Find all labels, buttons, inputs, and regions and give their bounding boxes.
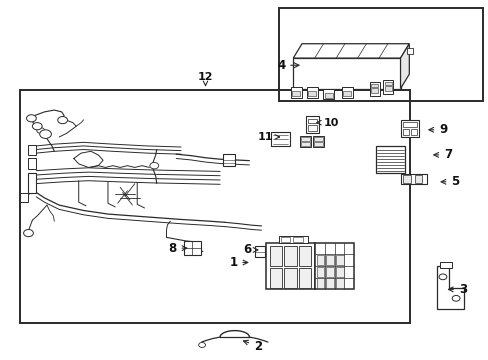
Circle shape — [40, 130, 51, 138]
Bar — [222, 154, 234, 166]
Bar — [410, 129, 416, 135]
Polygon shape — [436, 266, 463, 309]
Bar — [314, 142, 323, 145]
Bar — [284, 268, 296, 288]
Bar — [269, 246, 282, 266]
Bar — [323, 89, 333, 99]
Bar — [27, 158, 36, 169]
Bar — [400, 120, 418, 137]
Bar — [326, 278, 333, 288]
Bar — [384, 86, 391, 91]
Bar — [308, 125, 317, 131]
Bar — [370, 88, 377, 93]
Bar — [306, 116, 319, 134]
Bar — [27, 173, 36, 193]
Bar — [375, 146, 405, 173]
Bar — [27, 145, 36, 155]
Text: 4: 4 — [276, 59, 298, 72]
Text: 1: 1 — [229, 256, 247, 269]
Bar — [299, 246, 311, 266]
Bar — [271, 132, 289, 146]
Bar — [306, 87, 317, 98]
Bar — [293, 58, 400, 89]
Bar — [406, 48, 412, 54]
Bar — [255, 246, 264, 257]
Bar — [20, 193, 27, 202]
Bar — [400, 174, 427, 184]
Bar — [266, 243, 315, 289]
Bar — [341, 87, 352, 98]
Text: 3: 3 — [447, 283, 466, 296]
Bar — [403, 122, 416, 127]
Polygon shape — [293, 44, 408, 58]
Circle shape — [198, 342, 205, 347]
Circle shape — [37, 128, 44, 134]
Bar — [278, 236, 307, 243]
Bar — [315, 243, 353, 289]
Polygon shape — [400, 44, 408, 89]
Bar — [403, 175, 410, 183]
Text: 6: 6 — [243, 243, 257, 256]
Text: 11: 11 — [257, 132, 279, 142]
Bar — [269, 268, 282, 288]
Bar — [370, 84, 377, 87]
Text: 9: 9 — [428, 123, 447, 136]
Bar — [369, 82, 379, 96]
Text: 7: 7 — [433, 148, 451, 161]
Circle shape — [150, 162, 158, 169]
Bar — [326, 255, 333, 265]
Bar — [403, 129, 408, 135]
Bar — [301, 142, 309, 145]
Circle shape — [58, 117, 67, 124]
Bar — [335, 267, 343, 277]
Bar — [293, 237, 303, 242]
Text: 5: 5 — [440, 175, 459, 188]
Bar — [335, 255, 343, 265]
Bar — [278, 8, 483, 101]
Bar — [439, 262, 451, 268]
Text: 12: 12 — [197, 72, 213, 86]
Circle shape — [26, 115, 36, 122]
Text: 2: 2 — [243, 339, 262, 352]
Bar — [343, 91, 350, 96]
Text: 8: 8 — [168, 242, 186, 255]
Bar — [312, 136, 324, 147]
Bar — [384, 82, 391, 85]
Bar — [316, 255, 324, 265]
Bar — [280, 237, 290, 242]
Bar — [299, 136, 311, 147]
Bar — [335, 278, 343, 288]
Circle shape — [23, 229, 33, 237]
Bar — [20, 90, 409, 323]
Bar — [299, 268, 311, 288]
Bar — [308, 119, 317, 123]
Bar — [292, 91, 300, 96]
Bar — [316, 278, 324, 288]
Bar — [308, 91, 316, 96]
Bar — [414, 175, 422, 183]
Bar — [383, 80, 392, 94]
Bar — [301, 137, 309, 140]
Bar — [314, 137, 323, 140]
Bar — [326, 267, 333, 277]
Bar — [290, 87, 301, 98]
Text: 10: 10 — [316, 118, 338, 128]
Bar — [284, 246, 296, 266]
Bar — [183, 241, 200, 255]
Circle shape — [438, 274, 446, 280]
Circle shape — [32, 123, 42, 130]
Bar — [316, 267, 324, 277]
Bar — [325, 93, 332, 98]
Circle shape — [451, 296, 459, 301]
